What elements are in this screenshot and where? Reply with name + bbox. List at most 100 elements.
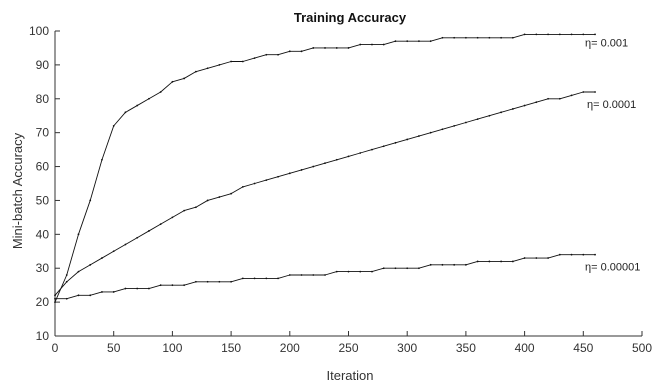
y-tick-label: 50 — [36, 193, 50, 207]
data-point — [89, 294, 92, 297]
data-point — [418, 40, 420, 43]
data-point — [101, 257, 103, 259]
data-point — [535, 33, 538, 36]
data-point — [558, 33, 561, 36]
y-tick-label: 80 — [36, 92, 50, 106]
data-point — [547, 257, 549, 259]
data-point — [382, 145, 385, 148]
data-point — [218, 196, 221, 198]
x-tick-label: 0 — [52, 341, 59, 355]
data-point — [335, 158, 338, 161]
data-point — [582, 253, 585, 256]
data-point — [230, 192, 233, 195]
data-point — [535, 257, 538, 259]
data-point — [347, 270, 350, 273]
y-tick-label: 30 — [36, 261, 50, 275]
data-point — [124, 287, 127, 290]
data-point — [312, 47, 315, 49]
x-tick-label: 200 — [280, 341, 300, 355]
data-point — [65, 280, 68, 283]
data-point — [476, 118, 479, 121]
data-point — [148, 287, 150, 290]
data-point — [511, 108, 514, 110]
y-tick-label: 20 — [36, 295, 50, 309]
data-point — [136, 287, 139, 290]
data-point — [54, 301, 56, 304]
axes — [54, 31, 642, 337]
data-point — [194, 70, 197, 73]
y-tick-label: 90 — [36, 58, 50, 72]
data-point — [288, 172, 291, 175]
series-labels: η= 0.001 η= 0.0001 η= 0.00001 — [585, 37, 640, 273]
data-point — [359, 43, 362, 46]
data-point — [265, 53, 268, 56]
data-point — [136, 236, 139, 239]
data-point — [394, 40, 397, 43]
data-point — [465, 36, 467, 39]
data-point — [124, 243, 127, 246]
series-label-2: η= 0.0001 — [587, 99, 636, 111]
data-point — [347, 155, 350, 158]
x-tick-label: 350 — [456, 341, 476, 355]
data-point — [159, 284, 162, 287]
series-line-3 — [55, 254, 596, 300]
data-point — [312, 274, 315, 276]
data-point — [101, 291, 103, 293]
data-point — [206, 67, 209, 70]
series-label-3: η= 0.00001 — [585, 262, 640, 274]
data-point — [171, 284, 174, 287]
data-point — [511, 260, 514, 263]
data-point — [335, 47, 338, 49]
x-tick-label: 450 — [573, 341, 593, 355]
data-point — [241, 185, 244, 188]
data-point — [371, 270, 373, 273]
data-point — [183, 209, 186, 212]
y-tick-label: 10 — [36, 329, 50, 343]
data-point — [300, 169, 303, 171]
data-point — [288, 50, 291, 53]
data-point — [65, 274, 68, 276]
data-point — [112, 250, 115, 253]
data-point — [159, 223, 162, 226]
series-label-1: η= 0.001 — [585, 37, 628, 49]
data-point — [77, 270, 80, 273]
data-point — [265, 179, 268, 182]
data-point — [371, 148, 373, 151]
data-point — [277, 175, 279, 178]
data-point — [453, 36, 456, 39]
x-tick-label: 500 — [632, 341, 652, 355]
data-point — [441, 128, 444, 131]
data-point — [241, 60, 244, 63]
data-point — [441, 263, 444, 266]
data-point — [171, 80, 174, 83]
data-point — [547, 33, 549, 36]
data-point — [558, 253, 561, 256]
data-point — [582, 91, 585, 93]
y-tick-label: 40 — [36, 227, 50, 241]
data-point — [54, 294, 56, 297]
data-point — [359, 270, 362, 273]
y-axis-label: Mini-batch Accuracy — [10, 132, 25, 249]
series-line-1 — [54, 33, 596, 303]
data-point — [570, 94, 573, 97]
data-point — [476, 260, 479, 263]
data-point — [65, 297, 68, 300]
data-point — [112, 124, 115, 127]
series-line-2 — [54, 91, 596, 296]
data-point — [465, 121, 467, 124]
data-point — [488, 260, 491, 263]
data-point — [523, 257, 526, 259]
data-point — [183, 284, 186, 287]
x-tick-label: 100 — [162, 341, 182, 355]
x-tick-label: 50 — [107, 341, 121, 355]
data-point — [253, 182, 256, 185]
data-point — [300, 50, 303, 53]
data-point — [148, 97, 150, 100]
data-point — [429, 131, 432, 134]
data-point — [124, 111, 127, 114]
y-tick-label: 100 — [29, 24, 49, 38]
data-point — [194, 206, 197, 209]
data-point — [406, 138, 409, 141]
data-point — [218, 280, 221, 283]
